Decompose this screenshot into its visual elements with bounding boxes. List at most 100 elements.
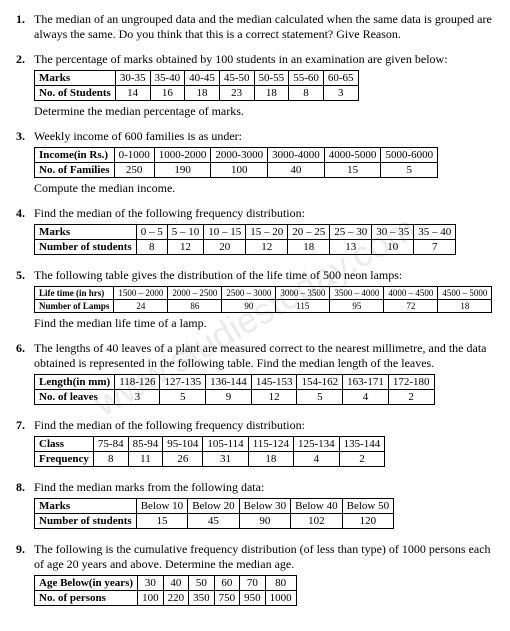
q2-r1-c0: 30-35 [115,71,150,86]
q5-r2-c0: 24 [114,300,168,313]
q8-num: 8. [16,480,34,532]
q6-r2-c6: 2 [388,390,434,405]
q4-r2-label: Number of students [35,240,137,255]
q8-text: Find the median marks from the following… [34,480,494,495]
q3-r1-c0: 0-1000 [114,148,154,163]
q9-r1-c1: 40 [163,576,189,591]
q3-r2-c5: 5 [381,163,438,178]
q4-r2-c1: 12 [167,240,204,255]
q8-r2-c4: 120 [342,514,393,529]
q5-after: Find the median life time of a lamp. [34,316,494,331]
q4-r2-c7: 7 [414,240,456,255]
q4-table: Marks 0 – 5 5 – 10 10 – 15 15 – 20 20 – … [34,224,456,255]
q8-r1-c4: Below 50 [342,499,393,514]
q4-r1-c1: 5 – 10 [167,225,204,240]
question-9: 9. The following is the cumulative frequ… [16,542,494,609]
q2-r2-c6: 3 [323,86,358,101]
q3-r1-label: Income(in Rs.) [35,148,115,163]
q7-r1-c3: 105-114 [203,437,248,452]
q8-r2-c3: 102 [291,514,342,529]
question-1: 1. The median of an ungrouped data and t… [16,12,494,42]
q4-r1-c4: 20 – 25 [288,225,330,240]
q2-r2-c5: 8 [289,86,324,101]
q3-r1-c5: 5000-6000 [381,148,438,163]
q3-r2-label: No. of Families [35,163,115,178]
q2-after: Determine the median percentage of marks… [34,104,494,119]
q5-r2-c5: 72 [384,300,438,313]
q8-r2-label: Number of students [35,514,137,529]
q6-r1-c1: 127-135 [160,375,206,390]
q7-r1-c1: 85-94 [128,437,163,452]
q9-r1-c2: 50 [189,576,215,591]
q4-r2-c2: 20 [204,240,246,255]
q8-r2-c2: 90 [239,514,290,529]
q3-r2-c1: 190 [154,163,211,178]
q8-r1-c3: Below 40 [291,499,342,514]
q7-r1-c2: 95-104 [163,437,203,452]
q9-num: 9. [16,542,34,609]
q2-r1-label: Marks [35,71,116,86]
q8-r2-c0: 15 [136,514,187,529]
q4-r1-c6: 30 – 35 [372,225,414,240]
q9-r2-c1: 220 [163,591,189,606]
q6-r2-c1: 5 [160,390,206,405]
q7-r2-c5: 4 [293,452,339,467]
q7-r1-c4: 115-124 [248,437,293,452]
q6-r1-c5: 163-171 [343,375,389,390]
q4-r1-c5: 25 – 30 [330,225,372,240]
q4-r2-c4: 18 [288,240,330,255]
q7-r2-c3: 31 [203,452,248,467]
q3-r1-c2: 2000-3000 [211,148,268,163]
q6-text: The lengths of 40 leaves of a plant are … [34,341,494,371]
q7-r2-c1: 11 [128,452,163,467]
q3-text: Weekly income of 600 families is as unde… [34,129,494,144]
q3-r1-c1: 1000-2000 [154,148,211,163]
question-2: 2. The percentage of marks obtained by 1… [16,52,494,119]
q5-r1-c2: 2500 – 3000 [222,287,276,300]
question-5: 5. The following table gives the distrib… [16,268,494,331]
q7-r2-c6: 2 [339,452,385,467]
q3-r2-c2: 100 [211,163,268,178]
q5-r2-c2: 90 [222,300,276,313]
q8-r1-c0: Below 10 [136,499,187,514]
q8-r1-c1: Below 20 [188,499,239,514]
q6-r1-c3: 145-153 [251,375,297,390]
q3-r2-c4: 15 [324,163,381,178]
q9-r2-c4: 950 [240,591,266,606]
q2-text: The percentage of marks obtained by 100 … [34,52,494,67]
q4-r1-c3: 15 – 20 [246,225,288,240]
q2-r2-c1: 16 [150,86,185,101]
q6-r1-c0: 118-126 [115,375,160,390]
question-4: 4. Find the median of the following freq… [16,206,494,258]
q7-text: Find the median of the following frequen… [34,418,494,433]
q5-table: Life time (in hrs) 1500 – 2000 2000 – 25… [34,286,492,313]
q4-num: 4. [16,206,34,258]
q3-r2-c3: 40 [268,163,325,178]
q7-r2-c0: 8 [93,452,128,467]
q7-r1-c0: 75-84 [93,437,128,452]
q5-r1-c6: 4500 – 5000 [438,287,492,300]
q2-r1-c1: 35-40 [150,71,185,86]
q5-num: 5. [16,268,34,331]
q7-r1-label: Class [35,437,94,452]
q6-r1-c4: 154-162 [297,375,343,390]
q1-text: The median of an ungrouped data and the … [34,12,494,42]
q9-r1-c0: 30 [138,576,164,591]
q8-r1-label: Marks [35,499,137,514]
q8-table: Marks Below 10 Below 20 Below 30 Below 4… [34,498,394,529]
q5-r1-c0: 1500 – 2000 [114,287,168,300]
q7-num: 7. [16,418,34,470]
q3-r2-c0: 250 [114,163,154,178]
q5-r2-c6: 18 [438,300,492,313]
question-7: 7. Find the median of the following freq… [16,418,494,470]
q7-r2-c2: 26 [163,452,203,467]
q3-after: Compute the median income. [34,181,494,196]
q7-r2-c4: 18 [248,452,293,467]
q9-r2-c5: 1000 [265,591,296,606]
q6-r2-c3: 12 [251,390,297,405]
q6-r2-c2: 9 [206,390,252,405]
q2-table: Marks 30-35 35-40 40-45 45-50 50-55 55-6… [34,70,359,101]
q5-text: The following table gives the distributi… [34,268,494,283]
q1-num: 1. [16,12,34,42]
q2-r1-c3: 45-50 [219,71,254,86]
